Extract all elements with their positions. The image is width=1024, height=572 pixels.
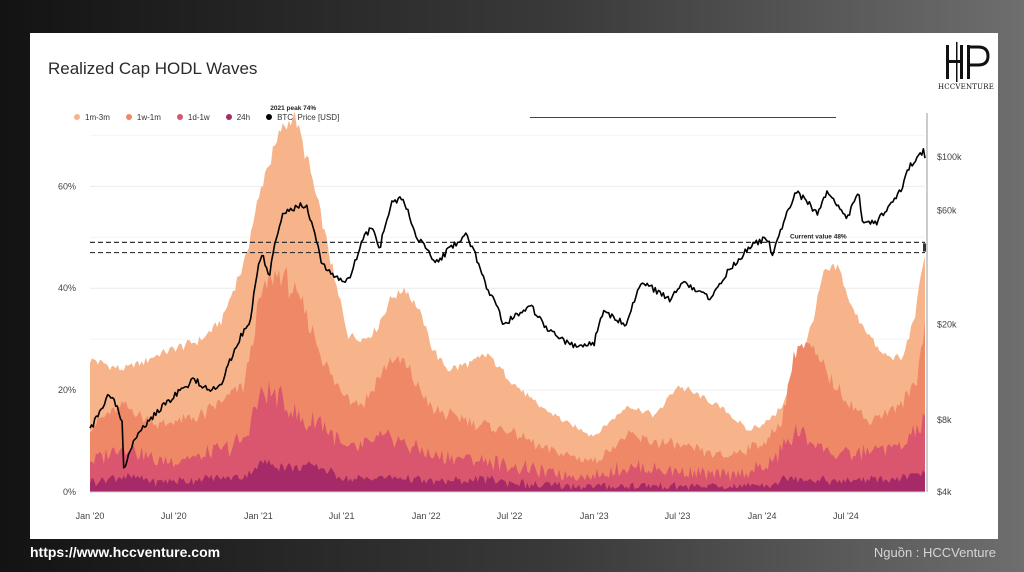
- y-left-tick-label: 60%: [58, 181, 76, 191]
- x-tick-label: Jul '22: [497, 511, 523, 521]
- x-tick-label: Jul '20: [161, 511, 187, 521]
- legend-label: 1d-1w: [187, 112, 210, 122]
- y-left-tick-label: 0%: [63, 487, 76, 497]
- footer-website[interactable]: https://www.hccventure.com: [30, 544, 221, 560]
- legend-divider: [530, 117, 836, 118]
- btc-price-line: [89, 148, 926, 469]
- wave-area-1d-1w: [90, 380, 925, 492]
- legend-swatch-icon: [266, 114, 273, 120]
- legend-swatch-icon: [176, 114, 183, 120]
- legend-item[interactable]: BTC: Price [USD]: [266, 110, 339, 124]
- footer-source: Nguồn : HCCVenture: [873, 545, 996, 560]
- y-right-tick-label: $60k: [937, 205, 957, 215]
- annotation-current-value: Current value 48%: [790, 233, 847, 240]
- legend-item[interactable]: 1w-1m: [125, 110, 161, 124]
- legend-item[interactable]: 24h: [225, 110, 251, 124]
- x-tick-label: Jan '21: [244, 511, 273, 521]
- y-right-tick-label: $20k: [937, 320, 957, 330]
- y-right-tick-label: $100k: [937, 152, 962, 162]
- y-right-tick-label: $8k: [937, 415, 952, 425]
- annotation-peak: 2021 peak 74%: [270, 105, 316, 112]
- hccventure-logo: HCCVENTURE: [938, 41, 994, 95]
- chart-card: Realized Cap HODL Waves HCCVENTURE 1m-3m…: [30, 33, 998, 539]
- y-right-tick-label: $4k: [937, 487, 952, 497]
- y-left-tick-label: 20%: [58, 385, 76, 395]
- legend-label: 1w-1m: [136, 112, 161, 122]
- legend-label: BTC: Price [USD]: [277, 112, 340, 122]
- legend-swatch-icon: [225, 114, 232, 120]
- hodl-waves-chart: 2021 peak 74% Current value 48% 0% 20% 40% 60…: [58, 105, 962, 521]
- legend-swatch-icon: [125, 114, 132, 120]
- legend-item[interactable]: 1d-1w: [176, 110, 210, 124]
- legend-swatch-icon: [74, 114, 80, 120]
- y-left-tick-label: 40%: [58, 283, 76, 293]
- legend-label: 1m-3m: [85, 112, 110, 122]
- current-value-marker: [923, 243, 926, 252]
- x-tick-label: Jul '23: [665, 511, 691, 521]
- x-tick-label: Jul '21: [329, 511, 355, 521]
- chart-legend: 1m-3m 1w-1m 1d-1w 24h BTC: Price [USD]: [74, 110, 339, 124]
- chart-title: Realized Cap HODL Waves: [48, 59, 258, 78]
- x-tick-label: Jul '24: [833, 511, 859, 521]
- x-tick-label: Jan '23: [580, 511, 609, 521]
- monogram-icon: [946, 42, 990, 82]
- logo-text: HCCVENTURE: [938, 83, 995, 91]
- legend-label: 24h: [236, 112, 251, 122]
- wave-area-24h: [90, 459, 925, 492]
- x-tick-label: Jan '24: [748, 511, 777, 521]
- x-tick-label: Jan '22: [412, 511, 441, 521]
- legend-item[interactable]: 1m-3m: [74, 110, 110, 124]
- x-tick-label: Jan '20: [76, 511, 105, 521]
